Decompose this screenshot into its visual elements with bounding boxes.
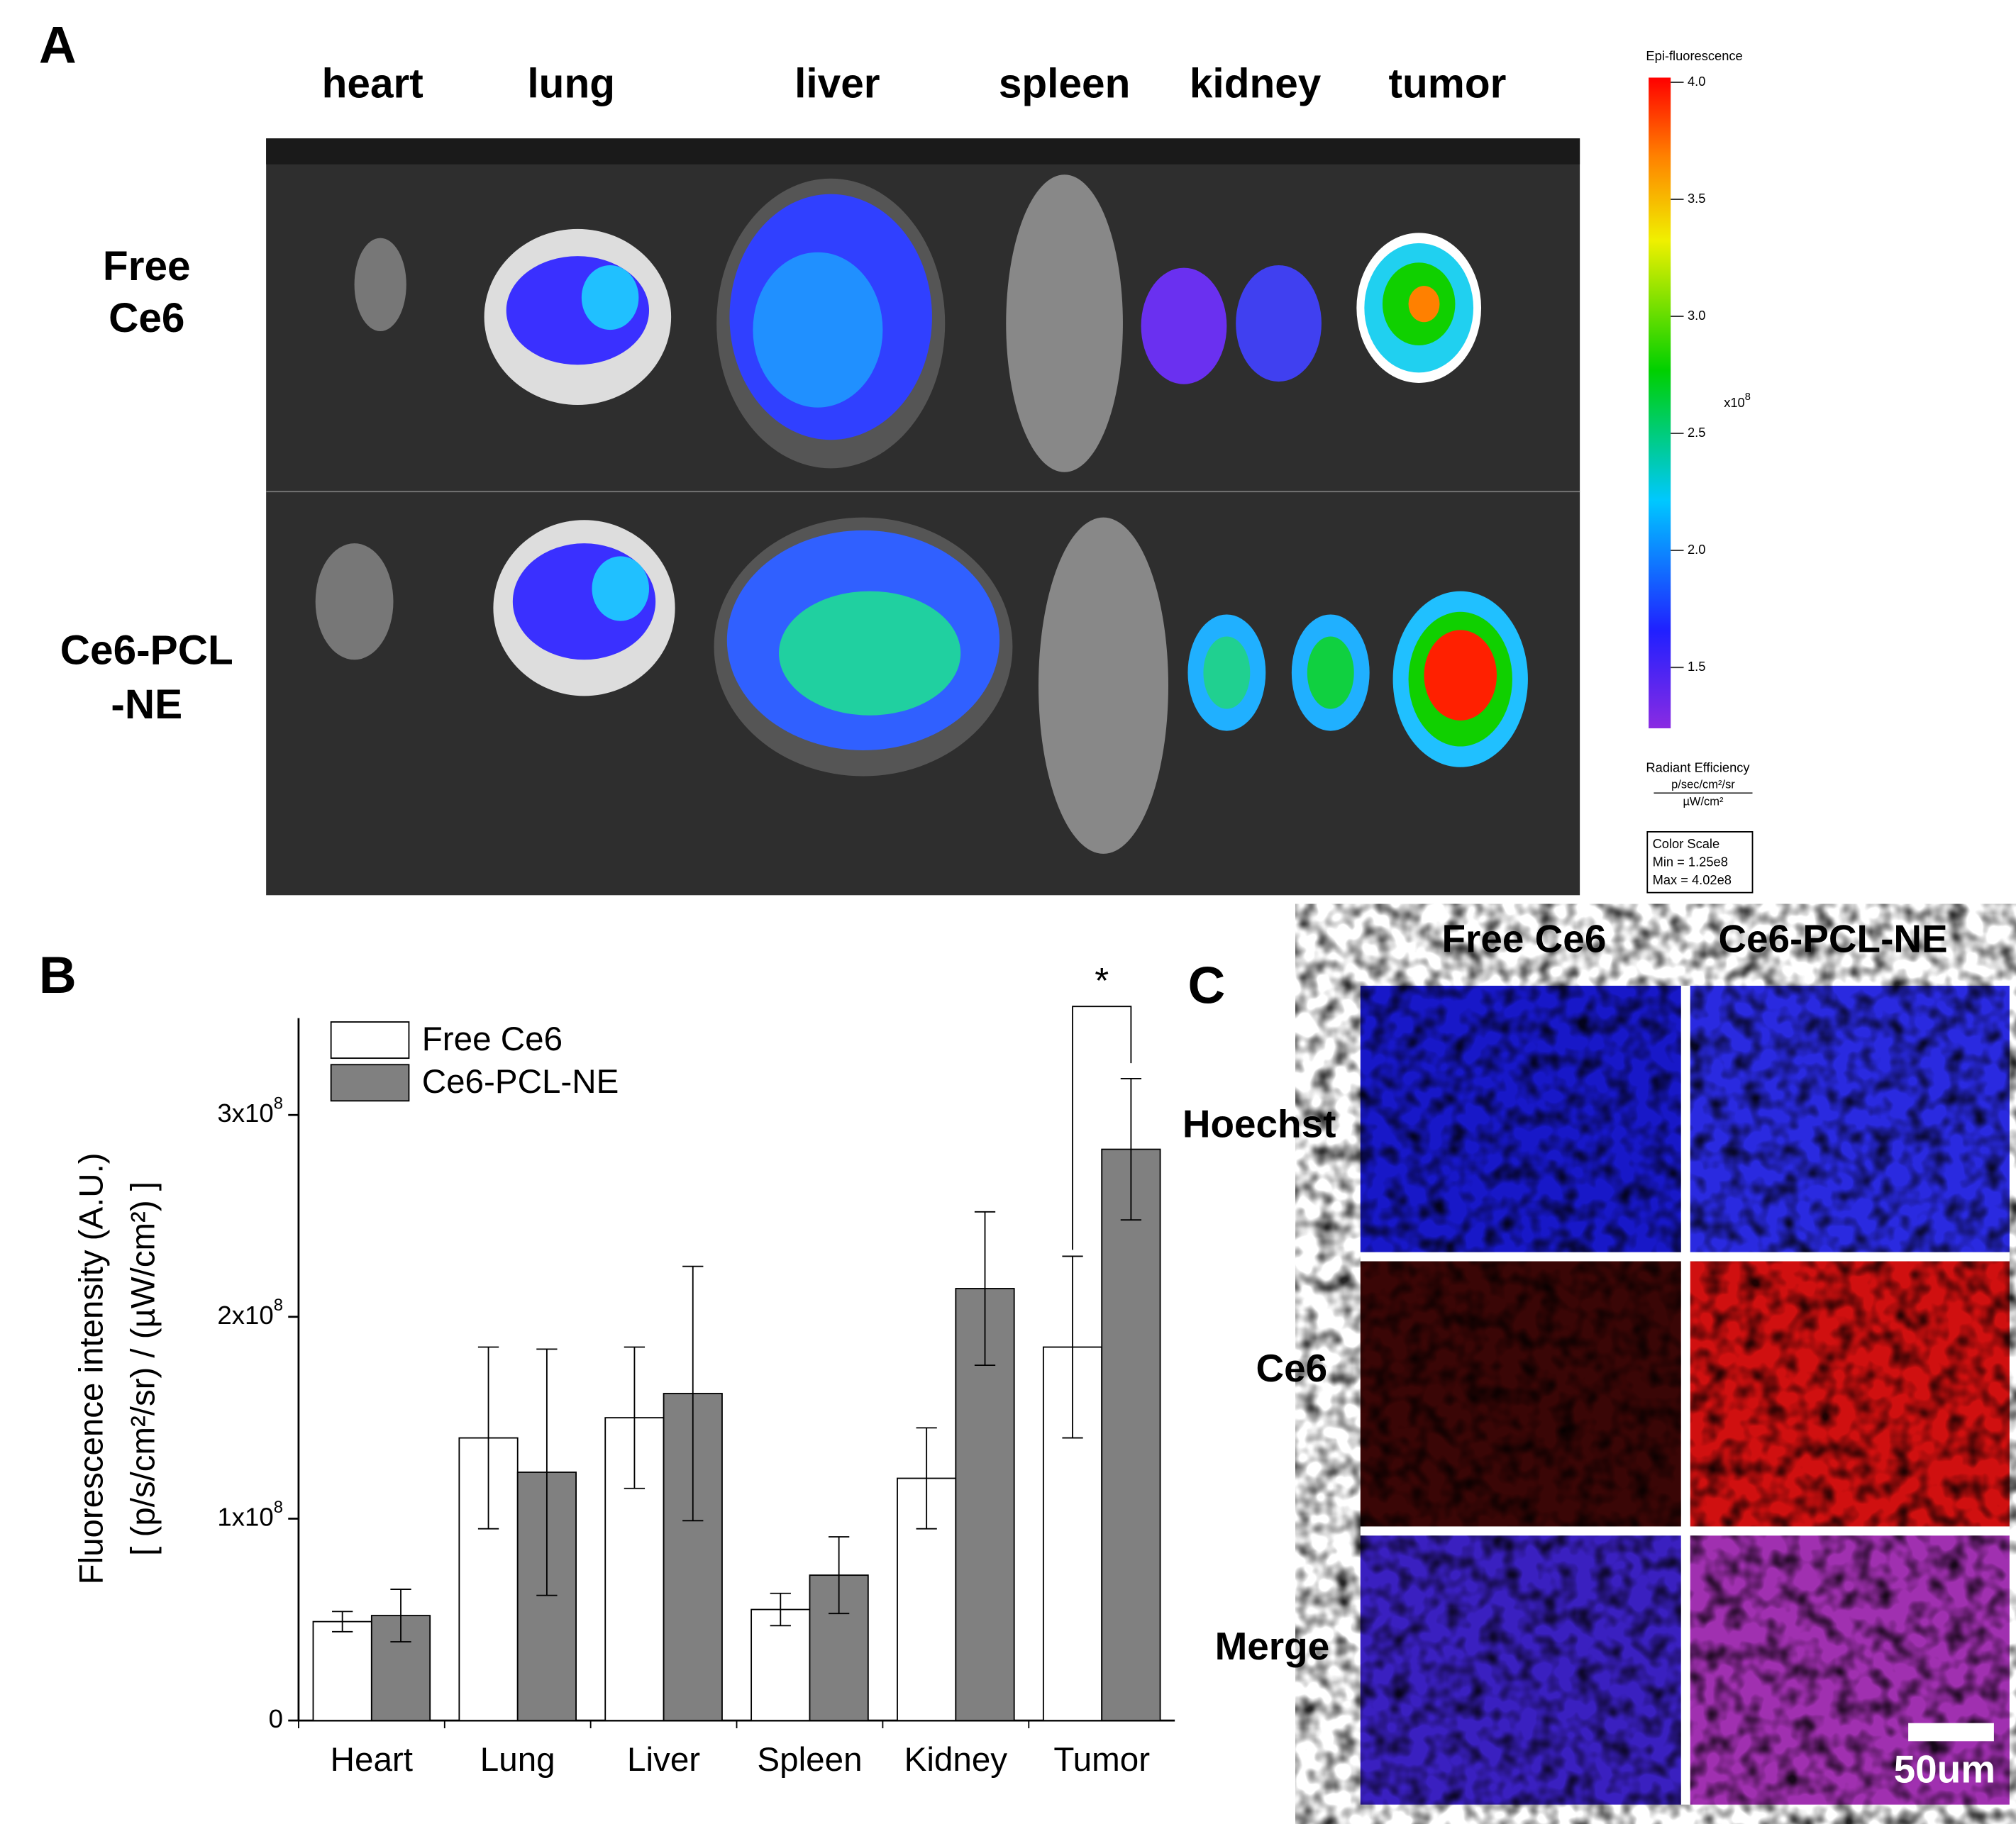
- colorbar-tick-label: 1.5: [1688, 659, 1705, 674]
- error-bar: [916, 1427, 937, 1530]
- unit-title: Radiant Efficiency: [1646, 760, 1750, 774]
- y-tick-label: 1x108: [217, 1498, 283, 1531]
- unit-den: µW/cm²: [1683, 795, 1724, 808]
- significance-bracket: [1072, 1006, 1132, 1250]
- row-label: Ce6-PCL: [60, 628, 233, 674]
- organ-label: liver: [794, 61, 880, 107]
- scale-box-text: Color Scale: [1653, 836, 1720, 851]
- error-bar: [770, 1592, 791, 1627]
- row-label: Hoechst: [1183, 1101, 1336, 1145]
- organ-label: kidney: [1190, 61, 1322, 107]
- column-label: Free Ce6: [1441, 916, 1606, 960]
- colorbar-tick-label: 2.5: [1688, 425, 1705, 440]
- x-tick-label: Spleen: [757, 1741, 862, 1779]
- unit-num: p/sec/cm²/sr: [1671, 779, 1735, 791]
- row-label: -NE: [111, 682, 182, 728]
- row-label: Merge: [1215, 1624, 1330, 1668]
- colorbar-tick-label: 2.0: [1688, 542, 1705, 557]
- bar: [1101, 1148, 1161, 1721]
- tick-base: 2x10: [217, 1301, 273, 1330]
- organ-label: heart: [322, 61, 423, 107]
- error-bar: [1120, 1078, 1142, 1221]
- error-bar: [536, 1348, 558, 1596]
- tick-base: 0: [269, 1704, 283, 1733]
- legend-label: Ce6-PCL-NE: [422, 1063, 619, 1101]
- x-tick-label: Kidney: [904, 1741, 1008, 1779]
- colorbar: [1649, 77, 1671, 728]
- colorbar-tick-label: 3.0: [1688, 308, 1705, 323]
- x-tick-label: Lung: [480, 1741, 555, 1779]
- bar: [751, 1608, 811, 1721]
- row-label: Ce6: [1256, 1346, 1328, 1390]
- error-bar: [1062, 1255, 1083, 1439]
- scale-box-text: Max = 4.02e8: [1653, 872, 1732, 887]
- y-tick-label: 0: [269, 1704, 283, 1733]
- error-bar: [624, 1346, 646, 1489]
- tick-exp: 8: [274, 1094, 283, 1113]
- legend-label: Free Ce6: [422, 1021, 563, 1058]
- organ-label: spleen: [999, 61, 1130, 107]
- legend-swatch: [330, 1064, 410, 1102]
- tick-base: 1x10: [217, 1502, 273, 1531]
- tick-base: 3x10: [217, 1099, 273, 1128]
- micrographs: [1360, 985, 2010, 1805]
- colorbar-multiplier: x108: [1724, 391, 1751, 410]
- y-tick-label: 3x108: [217, 1094, 283, 1128]
- tick-exp: 8: [274, 1296, 283, 1316]
- multiplier-exp: 8: [1745, 391, 1751, 403]
- row-label: Ce6: [109, 295, 184, 341]
- organ-label: lung: [527, 61, 615, 107]
- x-tick-label: Tumor: [1053, 1741, 1150, 1779]
- error-bar: [332, 1611, 353, 1633]
- row-label: Free: [103, 243, 191, 289]
- y-label: [ (p/s/cm²/sr) / (µW/cm²) ]: [124, 1181, 162, 1556]
- x-tick-label: Liver: [627, 1741, 700, 1779]
- panel-label: C: [1187, 957, 1225, 1015]
- column-label: Ce6-PCL-NE: [1718, 916, 1947, 960]
- legend-swatch: [330, 1021, 410, 1060]
- significance: *: [1095, 960, 1109, 1001]
- organ-label: tumor: [1389, 61, 1507, 107]
- x-tick-label: Heart: [331, 1741, 413, 1779]
- colorbar-tick-label: 4.0: [1688, 74, 1705, 89]
- error-bar: [974, 1211, 996, 1367]
- colorbar-tick-label: 3.5: [1688, 191, 1705, 206]
- bar: [312, 1620, 372, 1721]
- panel-label: A: [39, 17, 77, 74]
- error-bar: [390, 1589, 411, 1642]
- y-tick-label: 2x108: [217, 1296, 283, 1330]
- multiplier-base: x10: [1724, 395, 1745, 410]
- error-bar: [682, 1265, 704, 1522]
- y-label: Fluorescence intensity (A.U.): [72, 1152, 110, 1584]
- scale-bar-label: 50um: [1894, 1747, 1995, 1791]
- panel-label: B: [39, 947, 77, 1004]
- scale-box: [1646, 830, 1754, 894]
- organ-image: [266, 138, 1580, 896]
- colorbar-title: Epi-fluorescence: [1646, 48, 1742, 63]
- scale-box-text: Min = 1.25e8: [1653, 855, 1728, 869]
- error-bar: [477, 1346, 499, 1530]
- tick-exp: 8: [274, 1498, 283, 1517]
- error-bar: [829, 1536, 850, 1615]
